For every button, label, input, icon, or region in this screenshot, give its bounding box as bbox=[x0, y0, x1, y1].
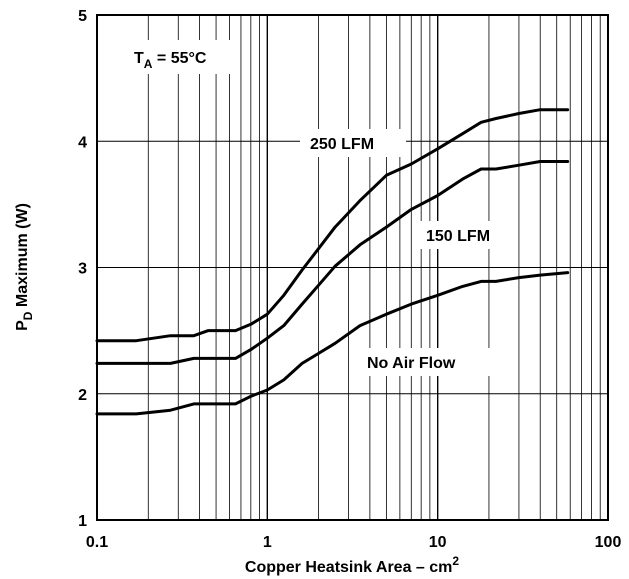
x-tick-label: 0.1 bbox=[86, 534, 108, 551]
x-tick-label: 100 bbox=[595, 534, 622, 551]
series-line-250-lfm bbox=[95, 108, 570, 343]
y-tick-label: 3 bbox=[78, 261, 87, 278]
series-label-no-air-flow: No Air Flow bbox=[367, 355, 456, 372]
series-layer bbox=[95, 108, 570, 416]
y-tick-label: 2 bbox=[78, 387, 87, 404]
annotation-backing bbox=[127, 40, 237, 74]
y-tick-label: 1 bbox=[78, 513, 87, 530]
y-axis-title: PD Maximum (W) bbox=[14, 203, 35, 331]
series-label-250-lfm: 250 LFM bbox=[310, 136, 374, 153]
label-backing-250lfm bbox=[300, 129, 406, 157]
series-label-150-lfm: 150 LFM bbox=[426, 228, 490, 245]
y-tick-label: 5 bbox=[78, 8, 87, 25]
x-tick-label: 10 bbox=[429, 534, 447, 551]
x-tick-label: 1 bbox=[263, 534, 272, 551]
y-tick-label: 4 bbox=[78, 134, 87, 151]
plot-frame bbox=[96, 14, 609, 521]
label-backing-no-air-flow bbox=[357, 348, 497, 376]
tick-label-layer: 0.1 1 10 100 1 2 3 4 5 bbox=[78, 8, 621, 551]
series-line-no-air-flow bbox=[95, 271, 570, 416]
grid-layer bbox=[97, 15, 608, 520]
x-axis-title: Copper Heatsink Area – cm2 bbox=[245, 554, 459, 576]
series-line-150-lfm bbox=[95, 160, 570, 365]
ambient-temperature-annotation: TA = 55°C bbox=[134, 50, 207, 71]
label-backing-150lfm bbox=[416, 221, 516, 249]
